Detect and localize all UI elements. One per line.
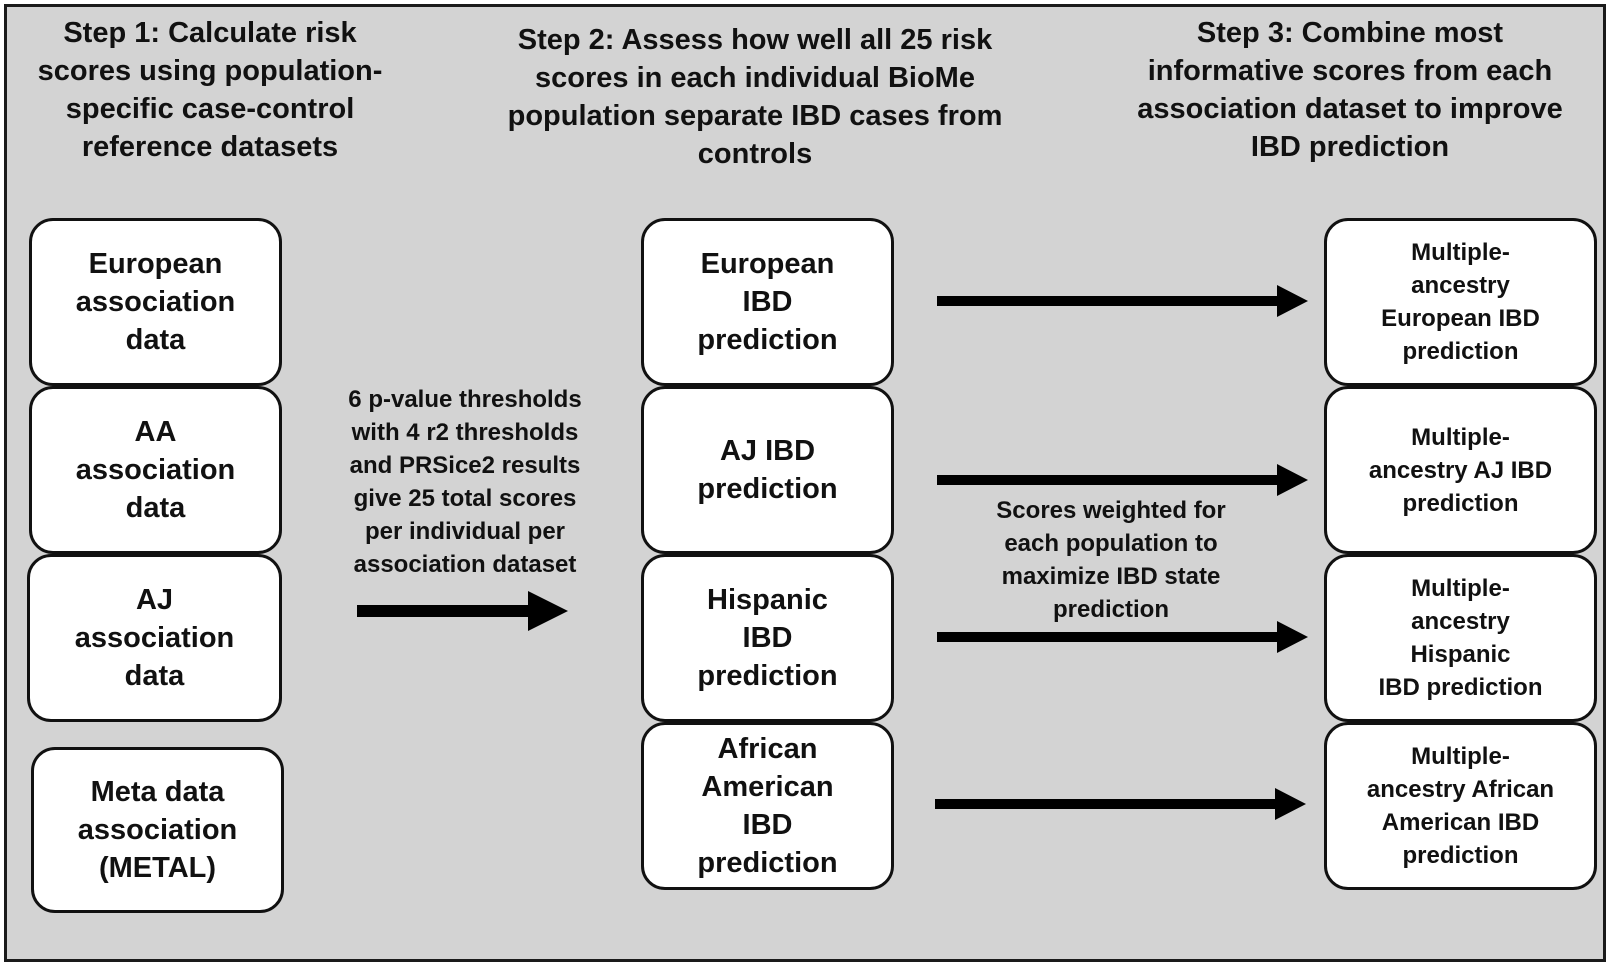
multi-ancestry-hispanic-box: Multiple- ancestry Hispanic IBD predicti… bbox=[1324, 554, 1597, 722]
weighting-note: Scores weighted for each population to m… bbox=[996, 497, 1226, 623]
meta-data-association-box: Meta data association (METAL) bbox=[31, 747, 284, 913]
step3-heading: Step 3: Combine most informative scores … bbox=[1137, 17, 1563, 163]
multi-ancestry-african-american-box: Multiple- ancestry African American IBD … bbox=[1324, 722, 1597, 890]
multi-ancestry-european-box: Multiple- ancestry European IBD predicti… bbox=[1324, 218, 1597, 386]
hispanic-ibd-prediction-box: Hispanic IBD prediction bbox=[641, 554, 894, 722]
european-ibd-prediction-box: European IBD prediction bbox=[641, 218, 894, 386]
aa-association-data-box: AA association data bbox=[29, 386, 282, 554]
aj-association-data-box: AJ association data bbox=[27, 554, 282, 722]
european-association-data-box: European association data bbox=[29, 218, 282, 386]
step2-heading: Step 2: Assess how well all 25 risk scor… bbox=[507, 24, 1003, 170]
threshold-note: 6 p-value thresholds with 4 r2 threshold… bbox=[348, 386, 582, 578]
multi-ancestry-aj-box: Multiple- ancestry AJ IBD prediction bbox=[1324, 386, 1597, 554]
step1-heading: Step 1: Calculate risk scores using popu… bbox=[37, 17, 383, 163]
aj-ibd-prediction-box: AJ IBD prediction bbox=[641, 386, 894, 554]
african-american-ibd-prediction-box: African American IBD prediction bbox=[641, 722, 894, 890]
